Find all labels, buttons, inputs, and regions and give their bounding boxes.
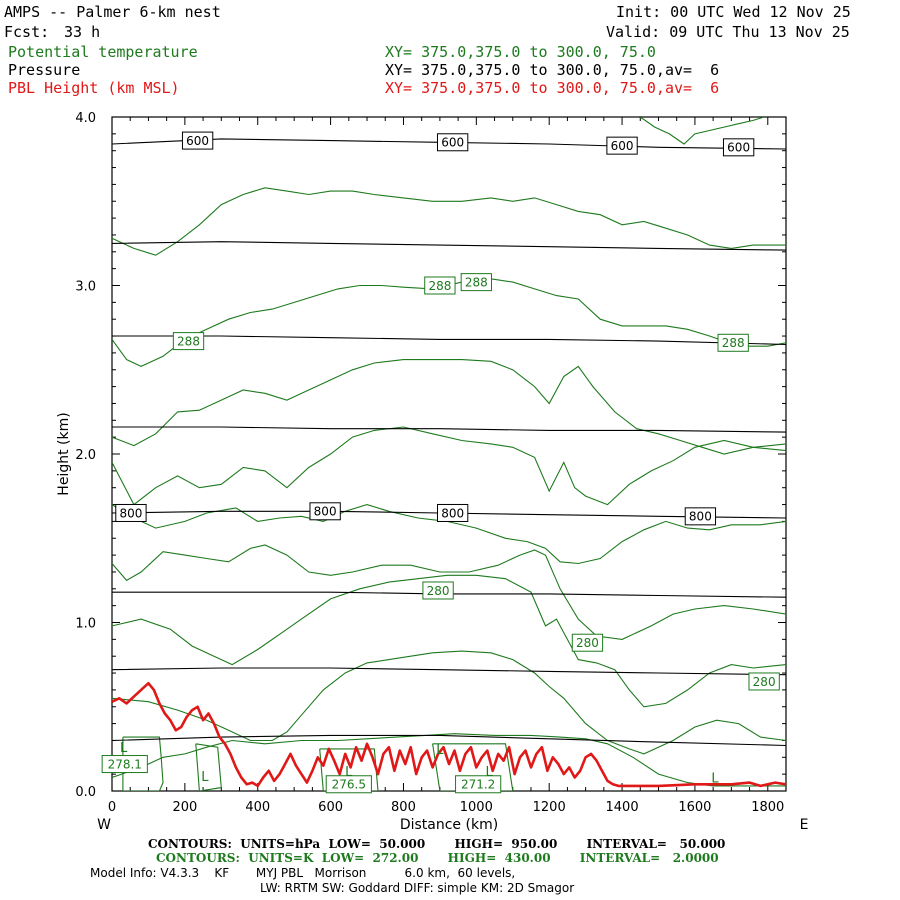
x-tick-label: 600 [318, 800, 343, 815]
pressure-label: 600 [727, 141, 750, 155]
y-tick-label: 1.0 [75, 617, 96, 632]
theta-label: 280 [427, 584, 450, 598]
theta-label-box [460, 273, 492, 292]
theta-contour-line [112, 426, 786, 506]
pressure-label-box [436, 503, 469, 522]
y-tick-label: 2.0 [75, 448, 96, 463]
west-label: W [97, 817, 111, 833]
legend-xy-theta: XY= 375.0,375.0 to 300.0, 75.0 [385, 43, 656, 61]
low-marker: L [485, 765, 493, 780]
low-marker: L [436, 743, 444, 758]
legend-xy-pbl: XY= 375.0,375.0 to 300.0, 75.0,av= 6 [385, 79, 720, 97]
theta-label: 280 [576, 636, 599, 650]
theta-label: 280 [753, 675, 776, 689]
theta-contour-line [112, 733, 786, 787]
low-marker: L [201, 770, 209, 785]
theta-contour-line [112, 187, 786, 256]
theta-label: 278.1 [108, 757, 142, 771]
y-tick-label: 4.0 [75, 111, 96, 126]
pressure-label: 600 [186, 134, 209, 148]
theta-label: 288 [428, 279, 451, 293]
x-tick-label: 1200 [533, 800, 566, 815]
theta-label-box [172, 332, 205, 351]
theta-label-box [101, 755, 148, 774]
legend-pbl-height: PBL Height (km MSL) [8, 79, 180, 97]
pressure-contour-line [112, 667, 786, 676]
x-tick-label: 1800 [751, 800, 784, 815]
pressure-contour-line [112, 241, 786, 251]
theta-contour-line [112, 650, 786, 755]
x-tick-label: 1600 [678, 800, 711, 815]
low-marker: L [120, 741, 128, 756]
theta-contour-line [122, 736, 164, 791]
theta-contour-line [432, 743, 514, 791]
pressure-label: 600 [441, 136, 464, 150]
chart-title: AMPS -- Palmer 6-km nest [4, 3, 221, 21]
x-tick-label: 200 [172, 800, 197, 815]
x-tick-label: 800 [391, 800, 416, 815]
theta-label: 288 [465, 275, 488, 289]
theta-contour-line [112, 359, 786, 455]
pressure-label: 600 [611, 139, 634, 153]
pressure-contour-info: CONTOURS: UNITS=hPa LOW= 50.000 HIGH= 95… [148, 837, 726, 851]
pressure-label: 800 [441, 506, 464, 520]
x-tick-label: 0 [108, 800, 116, 815]
pressure-label: 800 [689, 510, 712, 524]
theta-label: 288 [722, 336, 745, 350]
theta-label: 271.2 [461, 778, 495, 792]
legend-potential-temperature: Potential temperature [8, 43, 198, 61]
pressure-contour-line [112, 335, 786, 346]
theta-label-box [325, 775, 372, 794]
theta-label-box [422, 581, 454, 600]
y-tick-label: 3.0 [75, 280, 96, 295]
pressure-label-box [684, 507, 717, 526]
y-tick-label: 0.0 [75, 785, 96, 800]
model-info-physics: LW: RRTM SW: Goddard DIFF: simple KM: 2D… [260, 881, 575, 895]
pressure-label-box [436, 133, 469, 152]
low-marker: L [345, 765, 353, 780]
pressure-label: 800 [119, 506, 142, 520]
theta-label-box [748, 672, 780, 691]
theta-label-box [571, 633, 604, 652]
init-time: Init: 00 UTC Wed 12 Nov 25 [616, 3, 851, 21]
pbl-height-line [112, 681, 786, 788]
east-label: E [800, 817, 809, 833]
pressure-label-box [309, 502, 341, 521]
theta-contour-line [112, 574, 786, 708]
theta-contour-line [112, 504, 786, 565]
pressure-label-box [606, 136, 638, 155]
data-layer [112, 117, 786, 791]
pressure-label: 800 [314, 505, 337, 519]
theta-contour-line [112, 544, 786, 640]
theta-label-box [717, 333, 749, 352]
theta-contour-info: CONTOURS: UNITS=K LOW= 272.00 HIGH= 430.… [156, 851, 719, 865]
pressure-label-box [115, 503, 147, 522]
legend-pressure: Pressure [8, 61, 81, 79]
x-tick-label: 1400 [606, 800, 639, 815]
theta-label-box [455, 775, 502, 794]
forecast-value: 33 h [64, 23, 101, 41]
theta-label: 276.5 [332, 778, 366, 792]
theta-contour-line [195, 743, 222, 791]
model-info: Model Info: V4.3.3 KF MYJ PBL Morrison 6… [90, 866, 516, 880]
low-marker: L [711, 772, 719, 787]
valid-time: Valid: 09 UTC Thu 13 Nov 25 [606, 23, 850, 41]
pressure-contour-line [112, 734, 786, 747]
pressure-contour-line [112, 426, 786, 433]
legend-xy-pressure: XY= 375.0,375.0 to 300.0, 75.0,av= 6 [385, 61, 720, 79]
theta-label: 288 [177, 334, 200, 348]
x-tick-label: 1000 [460, 800, 493, 815]
y-axis-label: Height (km) [56, 412, 72, 495]
pressure-label-box [181, 131, 214, 150]
theta-contour-line [639, 117, 765, 145]
pressure-label-box [722, 138, 755, 157]
forecast-label: Fcst: [4, 23, 50, 41]
x-tick-label: 400 [245, 800, 270, 815]
theta-label-box [424, 276, 456, 295]
x-axis-label: Distance (km) [400, 817, 498, 833]
